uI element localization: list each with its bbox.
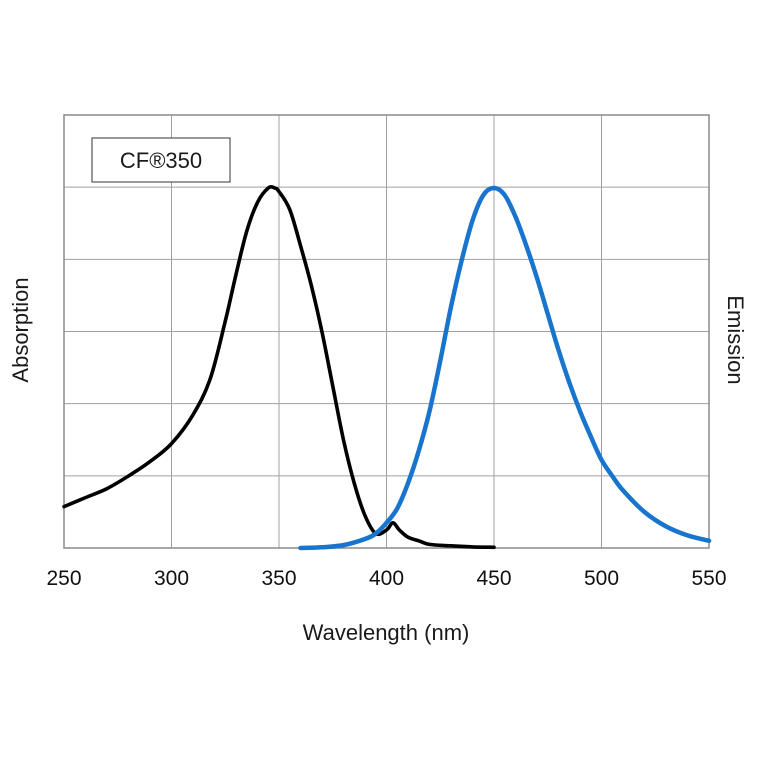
x-axis-label: Wavelength (nm) xyxy=(303,620,470,645)
x-tick-label: 450 xyxy=(476,567,511,590)
legend-frame xyxy=(91,137,231,183)
x-tick-label: 400 xyxy=(369,567,404,590)
x-tick-label: 350 xyxy=(261,567,296,590)
plot-frame xyxy=(63,114,710,549)
emission-series-line xyxy=(298,185,712,551)
legend-box: CF®350 xyxy=(91,137,231,183)
x-tick-labels: 250 300 350 400 450 500 550 xyxy=(46,567,726,590)
x-tick-label: 500 xyxy=(584,567,619,590)
x-tick-label: 300 xyxy=(154,567,189,590)
grid xyxy=(63,115,710,548)
x-tick-label: 550 xyxy=(691,567,726,590)
x-tick-label: 250 xyxy=(46,567,81,590)
series-layer xyxy=(62,184,712,551)
absorption-series-line xyxy=(62,184,496,550)
y-axis-label-right: Emission xyxy=(723,295,748,384)
y-axis-label-left: Absorption xyxy=(8,277,33,382)
legend-text: CF®350 xyxy=(120,148,202,173)
